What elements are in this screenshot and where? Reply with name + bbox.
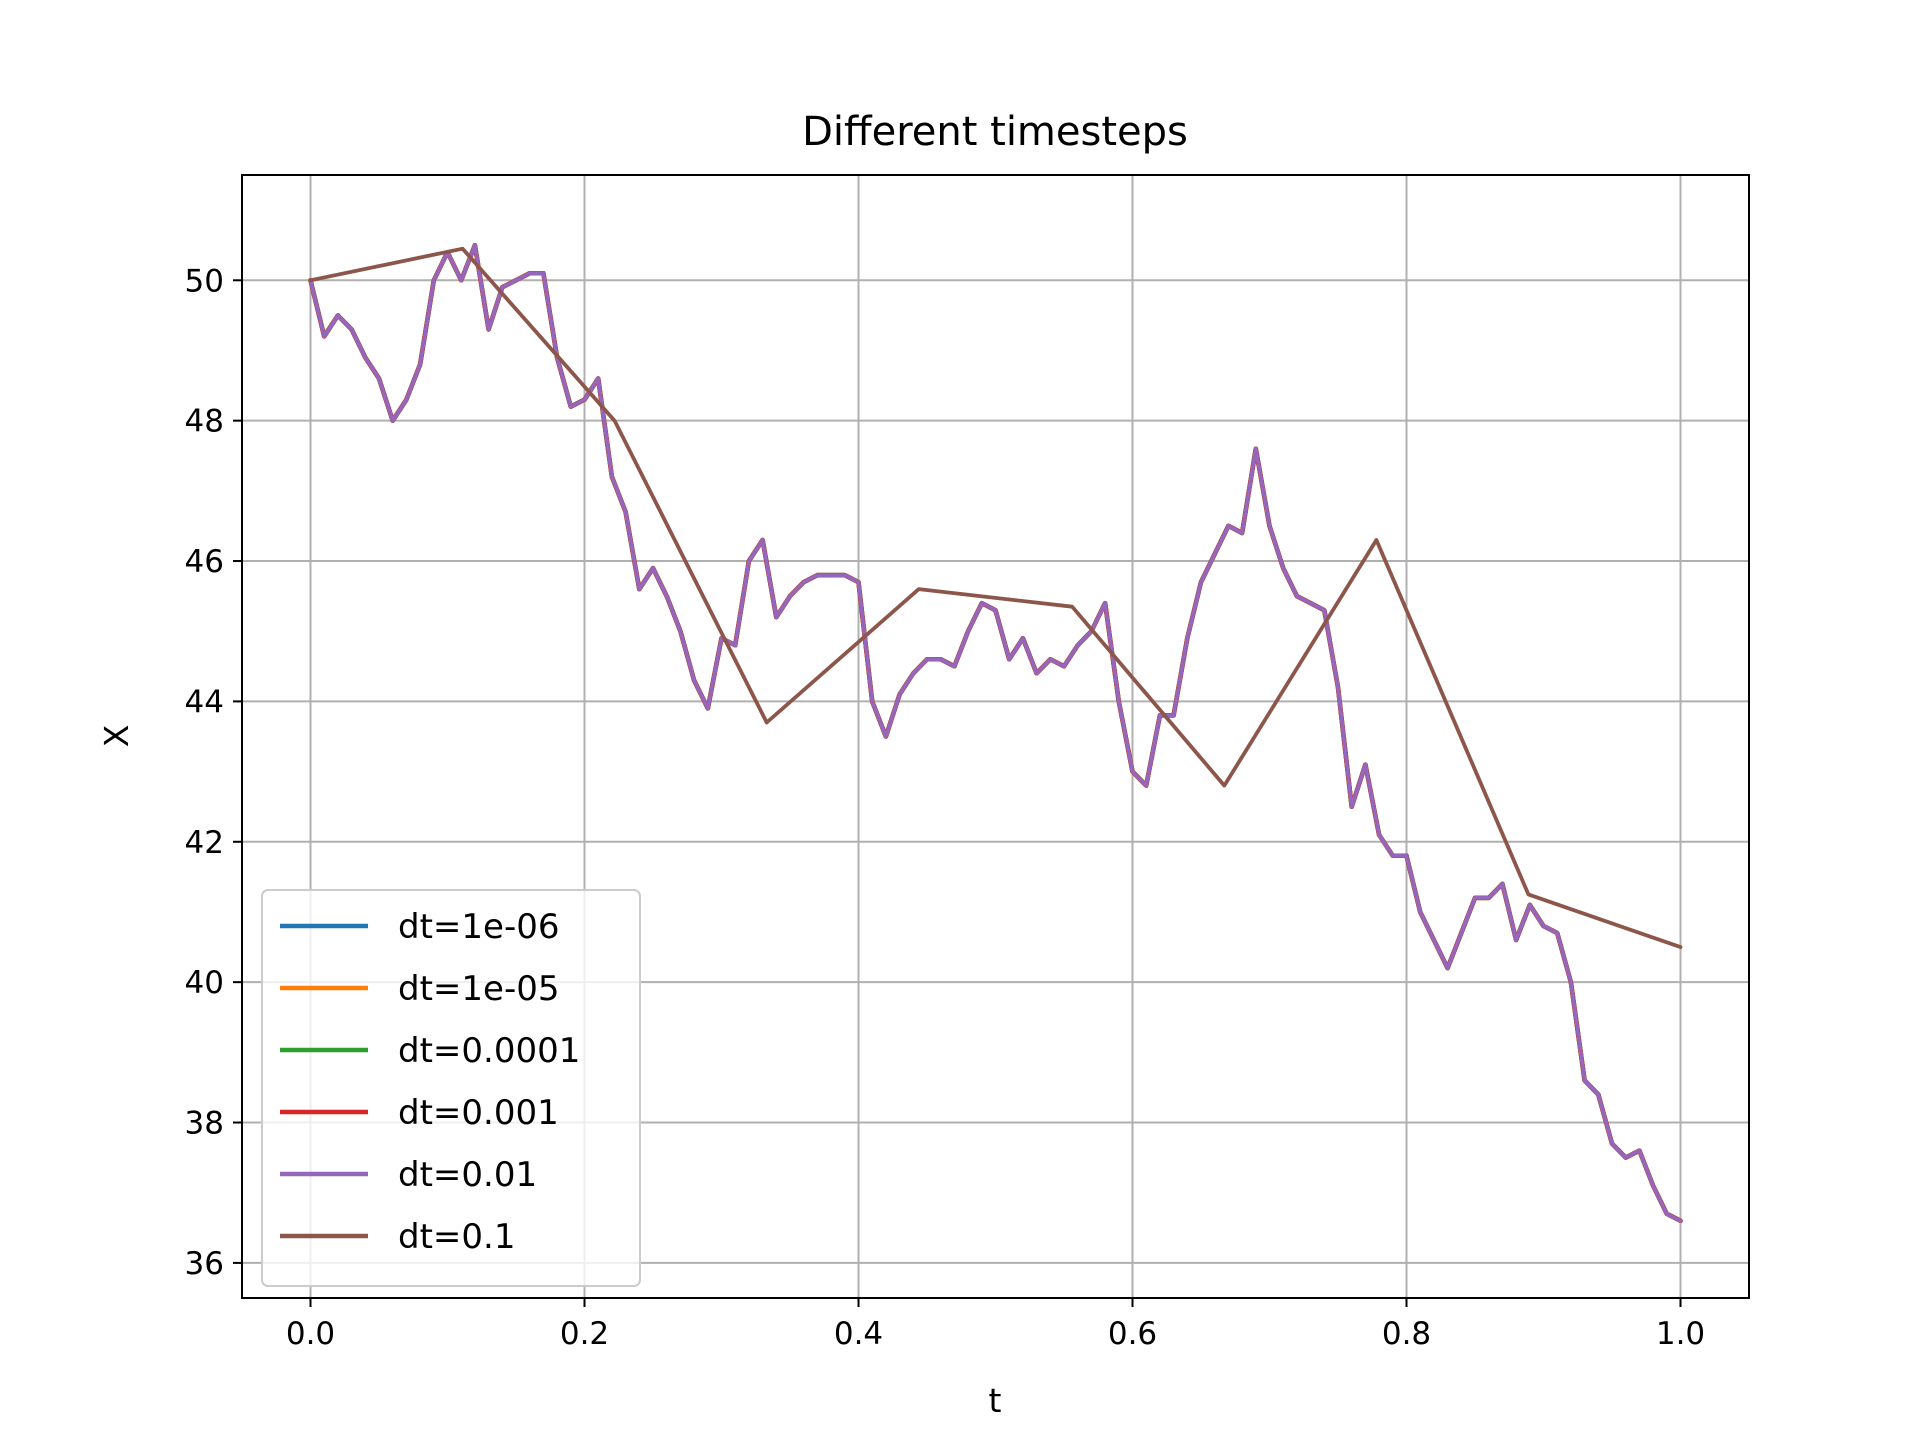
y-tick-label: 44 — [185, 684, 224, 720]
x-tick-label: 1.0 — [1656, 1316, 1705, 1352]
y-tick-label: 42 — [185, 825, 224, 861]
chart-title: Different timesteps — [802, 109, 1188, 155]
y-tick-label: 36 — [185, 1246, 224, 1282]
legend-label: dt=0.001 — [398, 1093, 559, 1133]
legend-label: dt=1e-06 — [398, 907, 559, 947]
plot-frame — [241, 174, 1750, 1299]
x-tick-label: 0.6 — [1108, 1316, 1157, 1352]
series-line-6 — [308, 246, 1683, 949]
x-tick-label: 0.8 — [1382, 1316, 1431, 1352]
legend: dt=1e-06 dt=1e-05 dt=0.0001 dt=0.001 dt=0.01… — [261, 889, 641, 1287]
x-tick-label: 0.4 — [834, 1316, 883, 1352]
y-tick-label: 48 — [185, 404, 224, 440]
plot-area — [308, 242, 1683, 1224]
y-tick-label: 46 — [185, 544, 224, 580]
series-line-5 — [308, 243, 1683, 1223]
legend-label: dt=0.01 — [398, 1155, 537, 1195]
legend-label: dt=0.1 — [398, 1217, 515, 1257]
legend-label: dt=0.0001 — [398, 1031, 580, 1071]
legend-label: dt=1e-05 — [398, 969, 559, 1009]
y-tick-label: 40 — [185, 965, 224, 1001]
y-tick-label: 38 — [185, 1106, 224, 1142]
y-axis-label: X — [97, 725, 136, 748]
x-tick-label: 0.0 — [286, 1316, 335, 1352]
axis-ticks: 0.0 0.2 0.4 0.6 0.8 1.0 36 38 40 42 44 46 48 50 — [185, 263, 1706, 1352]
x-tick-label: 0.2 — [560, 1316, 609, 1352]
y-tick-label: 50 — [185, 263, 224, 299]
x-axis-label: t — [989, 1381, 1002, 1420]
